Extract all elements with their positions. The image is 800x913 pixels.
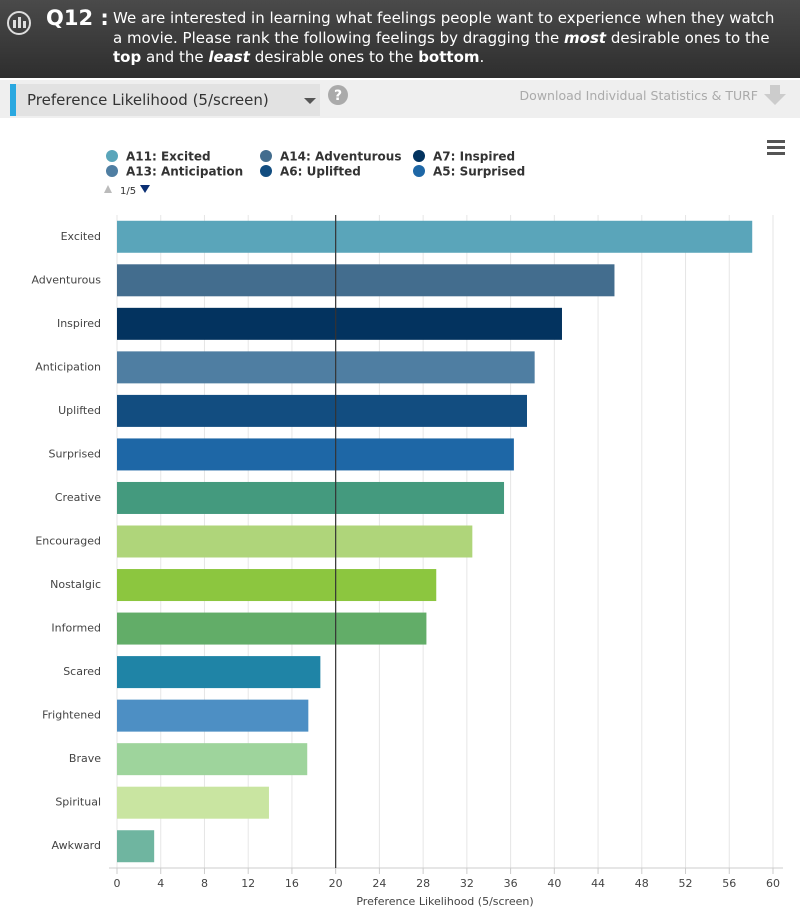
question-part: most <box>564 28 607 47</box>
y-tick-label: Excited <box>61 230 101 243</box>
bar <box>117 351 535 384</box>
bar <box>117 743 308 776</box>
question-part: desirable ones to the <box>249 48 419 66</box>
bar <box>117 438 514 471</box>
svg-text:?: ? <box>334 88 342 104</box>
question-part: top <box>113 48 142 66</box>
bar <box>117 525 473 558</box>
x-tick-label: 56 <box>722 877 736 890</box>
bar <box>117 830 155 863</box>
bar <box>117 481 505 514</box>
x-tick-label: 4 <box>157 877 164 890</box>
x-tick-label: 32 <box>460 877 474 890</box>
x-tick-label: 36 <box>504 877 518 890</box>
bar <box>117 264 615 297</box>
x-tick-label: 28 <box>416 877 430 890</box>
dropdown-label: Preference Likelihood (5/screen) <box>27 91 269 109</box>
legend-page-up <box>104 185 112 193</box>
x-tick-label: 24 <box>372 877 386 890</box>
question-part: bottom <box>418 48 480 66</box>
legend-label: A6: Uplifted <box>280 165 361 179</box>
y-tick-label: Inspired <box>57 317 101 330</box>
question-header: Q12 : We are interested in learning what… <box>0 0 800 78</box>
question-part: least <box>208 48 250 66</box>
x-tick-label: 12 <box>241 877 255 890</box>
metric-dropdown[interactable]: Preference Likelihood (5/screen) <box>10 84 320 116</box>
y-tick-label: Uplifted <box>58 404 101 417</box>
x-tick-label: 48 <box>635 877 649 890</box>
download-link[interactable]: Download Individual Statistics & TURF <box>519 88 758 103</box>
legend-marker <box>413 150 425 162</box>
chart-icon <box>7 11 31 35</box>
x-axis-title: Preference Likelihood (5/screen) <box>356 895 533 908</box>
y-tick-label: Spiritual <box>55 796 101 809</box>
legend-label: A11: Excited <box>126 150 211 164</box>
question-part: desirable ones to the <box>606 28 770 47</box>
y-tick-label: Adventurous <box>31 273 101 286</box>
x-tick-label: 16 <box>285 877 299 890</box>
y-tick-label: Encouraged <box>35 535 101 548</box>
y-tick-label: Brave <box>69 752 101 765</box>
menu-icon[interactable] <box>766 138 788 156</box>
legend-label: A14: Adventurous <box>280 150 401 164</box>
legend-page: 1/5 <box>120 186 136 197</box>
bar <box>117 786 269 819</box>
x-tick-label: 52 <box>679 877 693 890</box>
legend-label: A7: Inspired <box>433 150 515 164</box>
y-tick-label: Surprised <box>48 447 101 460</box>
legend-marker <box>106 150 118 162</box>
legend-marker <box>413 165 425 177</box>
x-tick-label: 60 <box>766 877 780 890</box>
question-part: We are interested in learning what feeli… <box>113 9 775 47</box>
y-tick-label: Nostalgic <box>50 578 101 591</box>
y-tick-label: Creative <box>55 491 101 504</box>
bar <box>117 656 321 689</box>
y-tick-label: Frightened <box>42 709 101 722</box>
question-text: We are interested in learning what feeli… <box>113 9 783 68</box>
bar <box>117 569 437 602</box>
legend-page-down <box>140 185 150 193</box>
legend-marker <box>260 150 272 162</box>
x-tick-label: 0 <box>114 877 121 890</box>
help-icon[interactable]: ? <box>327 84 349 106</box>
legend-marker <box>260 165 272 177</box>
dropdown-arrow <box>304 98 316 104</box>
question-part: . <box>479 48 485 66</box>
y-tick-label: Awkward <box>52 839 102 852</box>
y-tick-label: Anticipation <box>35 360 101 373</box>
question-part: and the <box>141 48 209 66</box>
bar <box>117 220 753 253</box>
y-tick-label: Informed <box>51 622 101 635</box>
bar <box>117 612 427 645</box>
bar <box>117 394 527 427</box>
x-tick-label: 20 <box>329 877 343 890</box>
legend-label: A13: Anticipation <box>126 165 243 179</box>
x-tick-label: 44 <box>591 877 605 890</box>
question-number: Q12 : <box>46 6 109 30</box>
download-icon[interactable] <box>762 83 788 107</box>
y-tick-label: Scared <box>63 665 101 678</box>
x-tick-label: 8 <box>201 877 208 890</box>
legend-marker <box>106 165 118 177</box>
x-tick-label: 40 <box>547 877 561 890</box>
bar <box>117 699 309 732</box>
bar <box>117 307 562 340</box>
legend-label: A5: Surprised <box>433 165 525 179</box>
